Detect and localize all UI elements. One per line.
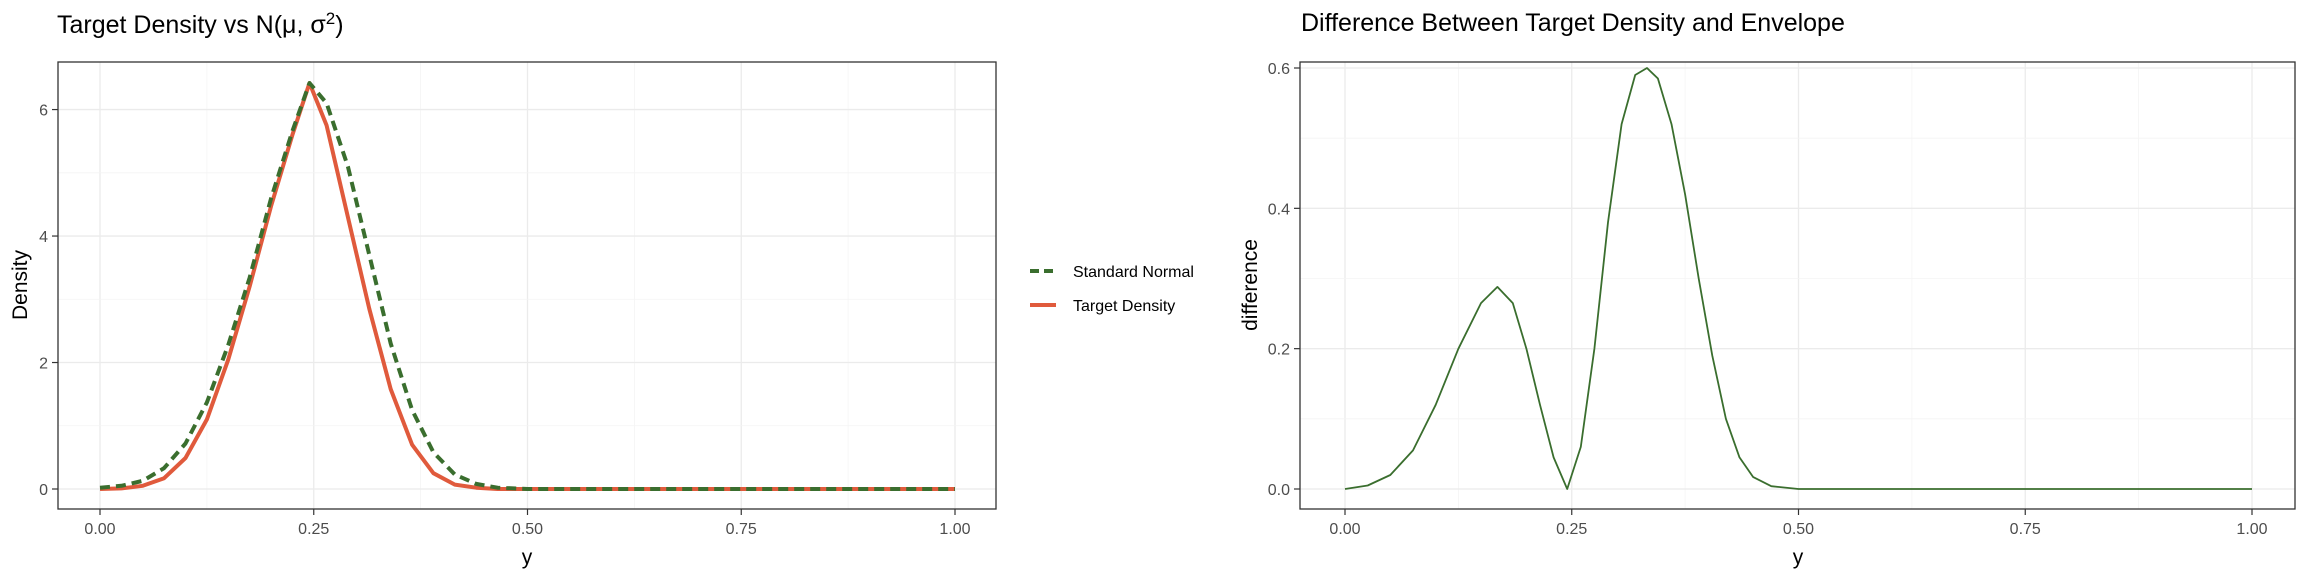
left-y-tick-label: 0 bbox=[39, 482, 48, 499]
right-y-tick-label: 0.2 bbox=[1268, 342, 1290, 359]
legend-label-standard-normal: Standard Normal bbox=[1073, 264, 1194, 281]
left-gridlines bbox=[58, 62, 996, 509]
right-x-axis-title: y bbox=[1793, 546, 1804, 569]
right-chart: 0.00 0.25 0.50 0.75 1.00 0.0 0.2 0.4 0.6 Differe… bbox=[1239, 9, 2296, 569]
left-x-axis-title: y bbox=[522, 546, 533, 569]
left-chart-title: Target Density vs N(μ, σ2) bbox=[57, 9, 344, 39]
left-y-axis-title: Density bbox=[9, 249, 32, 320]
right-x-tick-label: 1.00 bbox=[2236, 521, 2267, 538]
right-chart-title: Difference Between Target Density and En… bbox=[1301, 9, 1845, 37]
right-y-tick-label: 0.6 bbox=[1268, 61, 1290, 78]
left-x-tick-label: 0.25 bbox=[298, 521, 329, 538]
left-series-layer bbox=[99, 81, 955, 491]
right-x-tick-label: 0.25 bbox=[1556, 521, 1587, 538]
right-axes: 0.00 0.25 0.50 0.75 1.00 0.0 0.2 0.4 0.6 bbox=[1268, 61, 2268, 538]
right-x-tick-label: 0.00 bbox=[1329, 521, 1360, 538]
right-x-tick-label: 0.50 bbox=[1783, 521, 1814, 538]
left-series-line-target-density bbox=[99, 81, 955, 491]
left-y-tick-label: 6 bbox=[39, 103, 48, 120]
legend-label-target-density: Target Density bbox=[1073, 298, 1175, 315]
right-y-axis-title: difference bbox=[1239, 239, 1262, 331]
left-y-tick-label: 2 bbox=[39, 356, 48, 373]
right-y-tick-label: 0.4 bbox=[1268, 201, 1290, 218]
right-series-layer bbox=[1344, 67, 2252, 490]
left-x-tick-label: 0.75 bbox=[726, 521, 757, 538]
right-panel-border bbox=[1299, 61, 2296, 510]
left-x-tick-label: 0.50 bbox=[512, 521, 543, 538]
right-y-tick-label: 0.0 bbox=[1268, 482, 1290, 499]
left-y-tick-label: 4 bbox=[39, 229, 48, 246]
left-x-tick-label: 1.00 bbox=[939, 521, 970, 538]
right-series-line-difference bbox=[1344, 67, 2252, 490]
left-x-tick-label: 0.00 bbox=[84, 521, 115, 538]
right-gridlines bbox=[1300, 62, 2295, 509]
left-axes: 0.00 0.25 0.50 0.75 1.00 0 2 4 6 bbox=[39, 103, 971, 538]
right-x-tick-label: 0.75 bbox=[2010, 521, 2041, 538]
left-chart: 0.00 0.25 0.50 0.75 1.00 0 2 4 6 Target Density … bbox=[9, 9, 1194, 569]
legend: Standard Normal Target Density bbox=[1030, 264, 1194, 315]
